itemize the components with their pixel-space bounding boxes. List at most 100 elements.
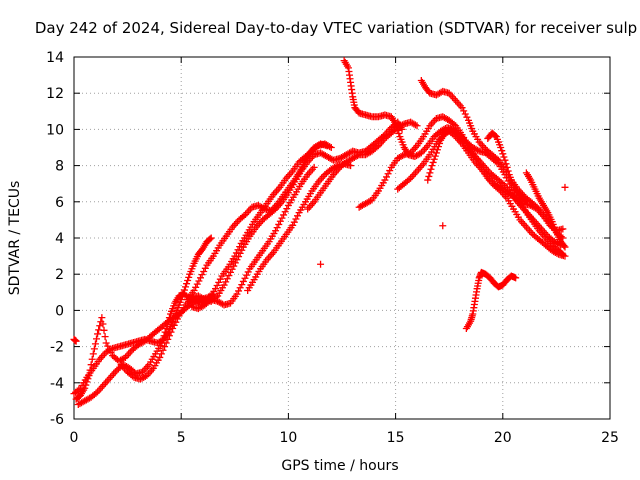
data-point xyxy=(216,275,224,283)
data-point xyxy=(399,121,407,129)
data-point xyxy=(405,176,413,184)
data-point xyxy=(463,113,471,121)
data-point xyxy=(235,287,243,295)
data-point xyxy=(382,173,390,181)
data-point xyxy=(276,217,284,225)
data-point xyxy=(281,208,289,216)
data-point xyxy=(196,274,204,282)
y-tick-label: -6 xyxy=(50,412,64,428)
series-track-8 xyxy=(304,118,421,213)
data-point xyxy=(439,222,447,230)
data-point xyxy=(431,152,439,160)
y-tick-label: 10 xyxy=(46,122,64,138)
series-track-15 xyxy=(522,169,569,251)
data-point xyxy=(373,143,381,151)
data-point xyxy=(227,268,235,276)
data-point xyxy=(82,381,90,389)
data-point xyxy=(161,343,169,351)
data-point xyxy=(310,163,318,171)
data-point xyxy=(89,350,97,358)
data-point xyxy=(243,271,251,279)
data-point xyxy=(222,278,230,286)
x-tick-label: 10 xyxy=(279,430,297,446)
data-point xyxy=(225,272,233,280)
data-point xyxy=(393,123,401,131)
data-point xyxy=(497,178,505,186)
data-point xyxy=(105,345,113,353)
y-tick-label: -4 xyxy=(50,376,64,392)
y-tick-label: 6 xyxy=(55,195,64,211)
data-point xyxy=(436,139,444,147)
y-tick-label: 0 xyxy=(55,303,64,319)
data-point xyxy=(215,278,223,286)
y-tick-label: 12 xyxy=(46,86,64,102)
data-point xyxy=(84,375,92,383)
data-point xyxy=(194,299,202,307)
data-point xyxy=(157,350,165,358)
data-point xyxy=(500,153,508,161)
data-point xyxy=(426,169,434,177)
data-point xyxy=(85,372,93,380)
data-point xyxy=(190,286,198,294)
series-track-14 xyxy=(484,129,530,206)
data-point xyxy=(461,110,469,118)
data-point xyxy=(220,281,228,289)
x-tick-label: 5 xyxy=(177,430,186,446)
data-point xyxy=(231,259,239,267)
data-point xyxy=(167,328,175,336)
data-point xyxy=(411,121,419,129)
data-point xyxy=(162,325,170,332)
data-point xyxy=(452,129,460,137)
data-point xyxy=(317,260,325,268)
data-point xyxy=(289,221,297,229)
data-point xyxy=(88,355,96,363)
data-point xyxy=(100,326,108,334)
data-point xyxy=(428,162,436,170)
data-point xyxy=(292,215,300,223)
data-point xyxy=(474,146,482,154)
data-point xyxy=(386,167,394,175)
series-track-6 xyxy=(188,163,318,313)
data-point xyxy=(432,149,440,157)
y-tick-label: 4 xyxy=(55,231,64,247)
data-point xyxy=(384,170,392,178)
data-point xyxy=(236,284,244,292)
data-point xyxy=(392,120,400,128)
data-point xyxy=(429,158,437,166)
data-point xyxy=(173,315,181,323)
data-point xyxy=(172,318,180,326)
data-point xyxy=(244,268,252,276)
x-axis-label: GPS time / hours xyxy=(281,458,398,474)
data-point xyxy=(434,143,442,151)
data-point xyxy=(193,280,201,288)
data-point xyxy=(259,204,267,212)
data-point xyxy=(559,234,567,242)
data-point xyxy=(206,235,214,243)
data-point xyxy=(185,273,193,281)
data-point xyxy=(200,267,208,275)
data-point xyxy=(212,285,220,293)
data-point xyxy=(275,220,283,228)
series-track-17 xyxy=(70,183,569,345)
data-point xyxy=(354,152,362,160)
data-point xyxy=(278,214,286,222)
data-point xyxy=(93,335,101,343)
data-point xyxy=(504,177,512,185)
data-point xyxy=(460,107,468,115)
data-point xyxy=(92,389,100,397)
data-point xyxy=(399,152,407,160)
data-point xyxy=(162,339,170,347)
data-point xyxy=(102,339,110,347)
data-point xyxy=(395,129,403,137)
series-track-16 xyxy=(462,268,520,332)
data-point xyxy=(425,172,433,180)
x-tick-label: 0 xyxy=(70,430,79,446)
data-point xyxy=(238,246,246,254)
data-point xyxy=(192,283,200,291)
data-point xyxy=(427,165,435,173)
data-point xyxy=(94,330,102,338)
data-point xyxy=(184,277,192,285)
data-point xyxy=(159,346,167,354)
series-track-13 xyxy=(424,125,565,249)
